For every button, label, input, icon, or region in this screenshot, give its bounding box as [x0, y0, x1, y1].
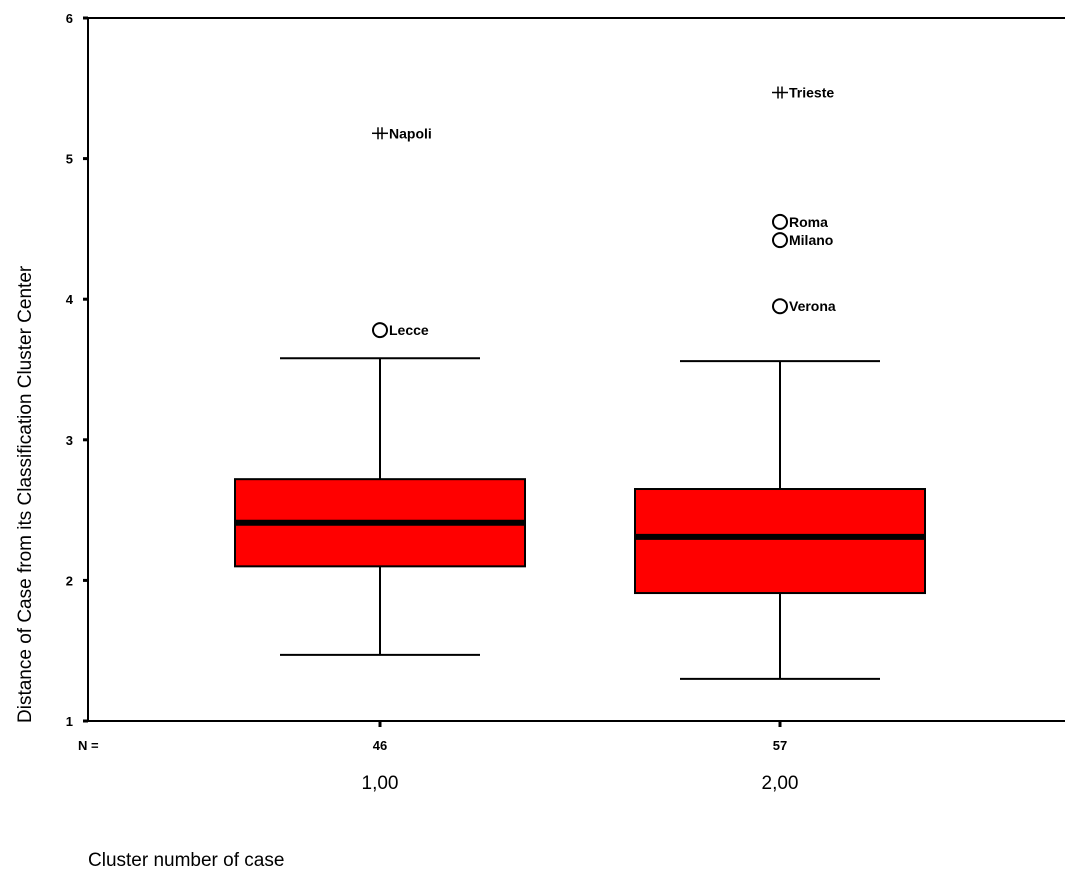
outlier-label: Verona	[789, 298, 836, 314]
y-ticks: 1 2 3 4 5 6	[66, 11, 88, 729]
y-axis-label: Distance of Case from its Classification…	[15, 265, 36, 723]
y-tick-label: 4	[66, 292, 74, 307]
axes	[87, 17, 1065, 722]
boxes: 46 1,00 Lecce Napoli 57 2,00 Verona Milano Roma T…	[234, 85, 926, 794]
n-count-label: 46	[373, 738, 387, 753]
n-count-label: 57	[773, 738, 787, 753]
outlier-label: Trieste	[789, 85, 834, 101]
category-label: 1,00	[362, 773, 399, 794]
outlier-circle	[772, 298, 788, 315]
outlier-label: Milano	[789, 232, 833, 248]
x-axis-label: Cluster number of case	[88, 850, 284, 871]
outlier-star	[772, 86, 788, 99]
outlier-label: Lecce	[389, 322, 429, 338]
y-tick-label: 1	[66, 714, 73, 729]
outlier-star	[372, 127, 388, 140]
outlier-circle	[372, 322, 388, 339]
iqr-box	[634, 488, 926, 595]
y-tick-label: 3	[66, 433, 73, 448]
labels: Distance of Case from its Classification…	[15, 265, 284, 871]
y-tick-label: 5	[66, 152, 73, 167]
n-label: N =	[78, 738, 99, 753]
y-tick-label: 6	[66, 11, 73, 26]
category-label: 2,00	[762, 773, 799, 794]
outlier-circle	[772, 213, 788, 230]
y-tick-label: 2	[66, 573, 73, 588]
outlier-label: Roma	[789, 214, 828, 230]
outlier-label: Napoli	[389, 125, 432, 141]
outlier-circle	[772, 232, 788, 249]
